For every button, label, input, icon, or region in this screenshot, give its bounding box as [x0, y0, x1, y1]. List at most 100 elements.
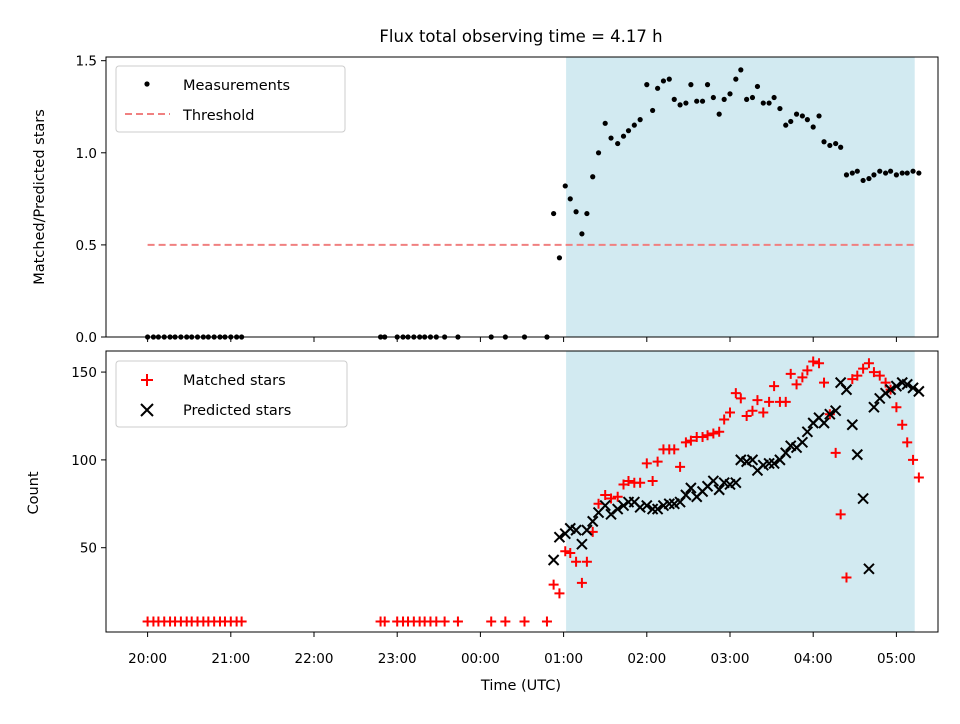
predicted-star-point — [713, 484, 725, 496]
measurement-point — [893, 172, 900, 178]
matched-star-point — [635, 477, 646, 488]
measurement-point — [579, 231, 585, 237]
plot-frame — [105, 56, 939, 338]
measurement-point — [810, 124, 816, 130]
measurement-point — [716, 111, 722, 117]
matched-star-point — [835, 509, 846, 520]
chart-title: Flux total observing time = 4.17 h — [379, 27, 662, 46]
predicted-star-point — [913, 385, 925, 398]
measurement-point — [650, 107, 656, 114]
matched-star-point — [548, 579, 559, 590]
predicted-star-point — [796, 436, 809, 449]
measurement-point — [910, 168, 916, 174]
measurement-point — [877, 168, 883, 174]
predicted-star-point — [840, 383, 853, 396]
matched-star-point — [675, 461, 686, 472]
measurement-point — [887, 168, 894, 174]
measurement-point — [615, 140, 621, 147]
matched-star-point — [500, 616, 511, 627]
matched-star-point — [641, 458, 652, 469]
matched-star-point — [697, 432, 708, 443]
measurement-point — [660, 78, 667, 84]
panel-count: 50 100 150 20:00 21:00 22:00 23:00 00:00 01:00 02… — [71, 350, 939, 667]
matched-star-point — [439, 616, 450, 627]
measurement-point — [644, 82, 650, 88]
matched-star-point — [758, 407, 769, 418]
predicted-star-point — [763, 457, 775, 470]
y-tick-label: 1.5 — [76, 54, 97, 70]
matched-star-point — [735, 393, 746, 404]
matched-star-point — [780, 396, 791, 407]
matched-star-point — [560, 546, 571, 557]
measurement-point — [754, 83, 761, 90]
predicted-star-point — [634, 501, 646, 514]
predicted-star-point — [707, 475, 720, 487]
predicted-star-point — [884, 383, 897, 396]
measurement-point — [777, 105, 783, 112]
measurement-point — [783, 122, 789, 128]
measurement-point — [760, 100, 766, 106]
matched-star-point — [669, 444, 680, 455]
y-tick-label: 100 — [71, 453, 97, 469]
x-tick-label: 00:00 — [461, 651, 500, 667]
predicted-star-point — [547, 554, 560, 566]
matched-star-point — [714, 426, 725, 437]
measurement-point — [738, 67, 744, 73]
measurement-point — [727, 91, 733, 97]
measurement-point — [562, 183, 568, 189]
matched-star-point — [685, 435, 696, 446]
matched-star-point — [571, 556, 582, 567]
measurement-point — [677, 102, 683, 108]
matched-star-point — [702, 430, 713, 441]
x-tick-label: 21:00 — [211, 651, 250, 667]
predicted-star-point — [863, 563, 875, 575]
predicted-star-point — [824, 408, 836, 420]
legend-marker-matched — [141, 374, 153, 386]
legend-box — [115, 360, 348, 428]
y-tick-label: 0.5 — [76, 238, 97, 254]
measurement-point — [804, 117, 810, 123]
matched-star-point — [830, 447, 841, 458]
predicted-star-point — [829, 405, 842, 417]
matched-star-point — [868, 367, 879, 378]
matched-star-point — [891, 402, 902, 413]
matched-star-point — [791, 379, 802, 390]
legend-marker-predicted — [140, 403, 154, 417]
matched-star-point — [897, 419, 908, 430]
matched-star-point — [741, 410, 752, 421]
x-tick-label: 04:00 — [794, 651, 833, 667]
x-tick-label: 22:00 — [295, 651, 334, 667]
measurement-point — [721, 96, 727, 102]
matched-star-point — [565, 547, 576, 558]
measurement-point — [899, 170, 905, 176]
matched-star-point — [680, 437, 691, 448]
measurement-point — [833, 140, 839, 147]
y-tick-label: 0.0 — [76, 330, 97, 346]
legend-box — [115, 65, 346, 133]
y-axis-label-ratio: Matched/Predicted stars — [32, 109, 48, 285]
matched-star-point — [752, 395, 763, 406]
matched-star-point — [576, 577, 587, 588]
matched-star-point — [725, 407, 735, 418]
measurement-point — [860, 177, 866, 184]
matched-star-point — [902, 437, 913, 448]
predicted-star-point — [746, 454, 759, 466]
predicted-star-point — [581, 524, 593, 536]
measurement-point — [556, 255, 563, 261]
matched-star-point — [541, 616, 552, 627]
plot-frame — [105, 350, 939, 633]
matched-star-point — [785, 368, 796, 379]
measurement-point — [704, 82, 711, 88]
matched-star-point — [486, 616, 497, 627]
measurement-point — [871, 172, 877, 178]
x-tick-label: 05:00 — [877, 651, 916, 667]
matched-star-point — [808, 356, 819, 367]
measurement-point — [838, 144, 844, 150]
matched-star-point — [858, 363, 869, 374]
predicted-star-point — [818, 417, 830, 429]
matched-star-point — [606, 493, 617, 504]
matched-star-point — [913, 472, 924, 483]
predicted-star-point — [646, 503, 659, 515]
predicted-star-point — [611, 503, 624, 515]
